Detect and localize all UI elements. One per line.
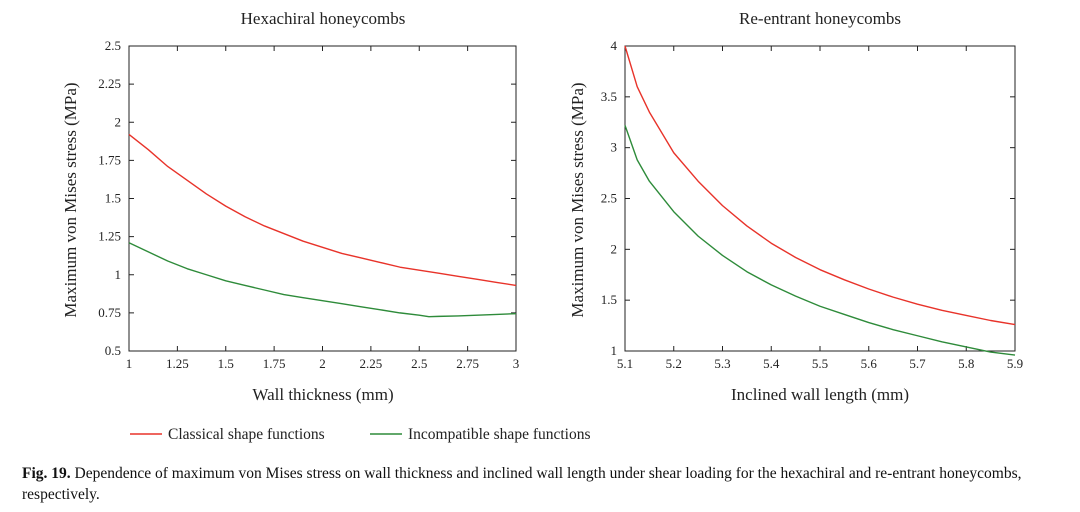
figure: Hexachiral honeycombs Maximum von Mises … (61, 9, 1023, 443)
y-tick-label: 0.5 (105, 343, 121, 358)
x-tick-label: 1.5 (218, 356, 234, 371)
x-tick-label: 5.5 (812, 356, 828, 371)
x-tick-label: 2 (319, 356, 326, 371)
tick-group: 1 1.25 1.5 1.75 2 2.25 2.5 2.75 3 0.5 0.75 1 1.25 1.5… (98, 38, 519, 371)
series-line-classical (624, 45, 1016, 326)
x-axis-label: Inclined wall length (mm) (731, 385, 909, 404)
legend-label-incompatible: Incompatible shape functions (408, 426, 591, 443)
x-tick-label: 5.3 (714, 356, 730, 371)
y-axis-label: Maximum von Mises stress (MPa) (61, 82, 80, 317)
chart-title: Hexachiral honeycombs (241, 9, 406, 28)
y-tick-label: 1.5 (601, 292, 617, 307)
series-line-classical (128, 133, 517, 287)
y-tick-label: 2.25 (98, 76, 121, 91)
x-tick-label: 5.4 (763, 356, 780, 371)
figure-caption: Fig. 19. Dependence of maximum von Mises… (22, 463, 1067, 505)
x-tick-label: 5.6 (861, 356, 878, 371)
y-tick-label: 1 (115, 267, 122, 282)
y-tick-label: 1 (611, 343, 618, 358)
plot-frame (624, 45, 1016, 352)
x-tick-label: 5.1 (617, 356, 633, 371)
caption-label: Fig. 19. (22, 465, 71, 482)
series-group (624, 45, 1016, 356)
chart-title: Re-entrant honeycombs (739, 9, 901, 28)
x-tick-label: 5.2 (666, 356, 682, 371)
y-tick-label: 3.5 (601, 89, 617, 104)
x-tick-label: 1 (126, 356, 133, 371)
x-tick-label: 2.25 (360, 356, 383, 371)
y-tick-label: 1.5 (105, 191, 121, 206)
x-tick-label: 5.8 (958, 356, 974, 371)
hexachiral-chart: Hexachiral honeycombs Maximum von Mises … (61, 9, 519, 404)
y-tick-label: 0.75 (98, 305, 121, 320)
x-tick-label: 5.7 (909, 356, 926, 371)
caption-text: Dependence of maximum von Mises stress o… (22, 465, 1022, 503)
y-axis-label: Maximum von Mises stress (MPa) (568, 82, 587, 317)
y-tick-label: 1.25 (98, 229, 121, 244)
x-tick-label: 5.9 (1007, 356, 1023, 371)
x-tick-label: 1.75 (263, 356, 286, 371)
y-tick-label: 2.5 (601, 191, 617, 206)
x-tick-label: 3 (513, 356, 520, 371)
x-tick-label: 2.5 (411, 356, 427, 371)
y-tick-label: 2 (115, 114, 122, 129)
y-tick-label: 2.5 (105, 38, 121, 53)
legend: Classical shape functions Incompatible s… (130, 426, 591, 443)
plot-frame (128, 45, 517, 352)
x-tick-label: 2.75 (456, 356, 479, 371)
series-line-incompatible (128, 242, 517, 318)
x-tick-label: 1.25 (166, 356, 189, 371)
series-line-incompatible (624, 125, 1016, 356)
y-tick-label: 4 (611, 38, 618, 53)
legend-label-classical: Classical shape functions (168, 426, 325, 443)
y-tick-label: 3 (611, 140, 618, 155)
reentrant-chart: Re-entrant honeycombs Maximum von Mises … (568, 9, 1023, 404)
x-axis-label: Wall thickness (mm) (252, 385, 393, 404)
y-tick-label: 1.75 (98, 152, 121, 167)
y-tick-label: 2 (611, 241, 618, 256)
tick-group: 5.1 5.2 5.3 5.4 5.5 5.6 5.7 5.8 5.9 1 1.5 2 2.5 3 3.5 4 (601, 38, 1023, 371)
series-group (128, 133, 517, 318)
